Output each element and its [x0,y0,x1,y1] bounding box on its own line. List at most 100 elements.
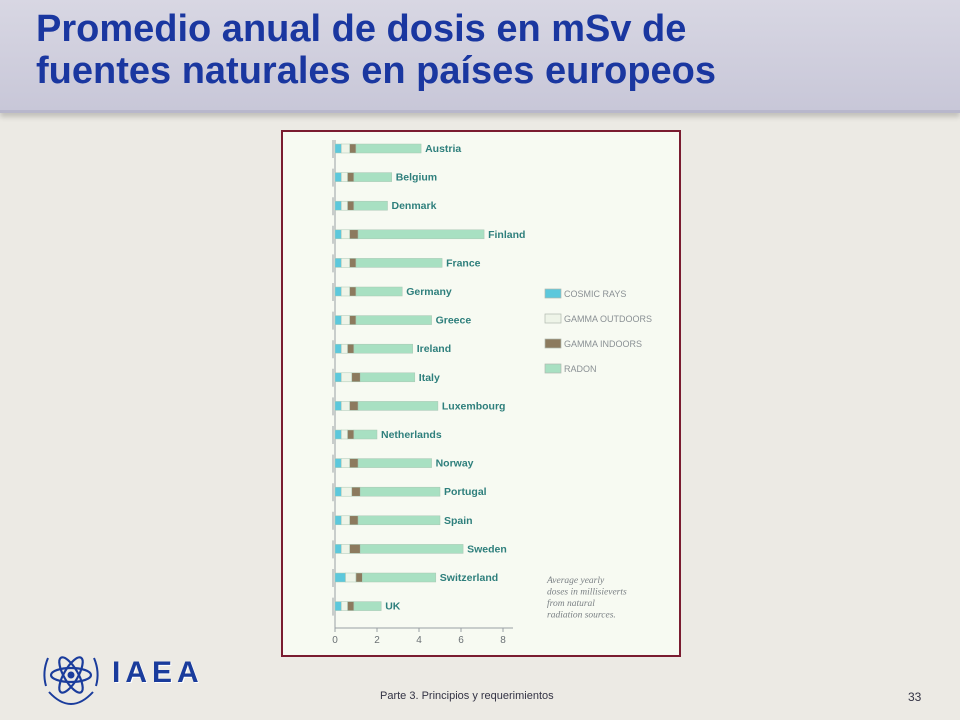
bar-segment [355,143,422,154]
bar-segment [353,343,413,354]
bar-segment [334,486,342,497]
bar-segment [334,372,342,383]
legend-label: GAMMA OUTDOORS [564,314,652,324]
annotation-line: from natural [547,598,595,609]
bar-segment [341,601,348,611]
bar-segment [334,315,342,325]
bar-segment [353,429,378,440]
bar-segment [334,515,342,526]
category-label: France [446,257,481,269]
bar-segment [357,515,441,526]
iaea-atom-icon [43,656,99,706]
category-label: Luxembourg [442,400,506,412]
bar-segment [334,258,342,268]
bar-segment [347,429,355,440]
annotation-line: Average yearly [546,576,605,586]
bar-segment [347,343,355,354]
category-label: Austria [425,143,461,155]
category-label: Netherlands [381,429,442,441]
bar-segment [355,286,403,297]
category-label: Finland [488,229,525,241]
bar-segment [349,544,361,554]
bar-segment [341,544,350,554]
bar-segment [334,229,342,240]
category-label: Germany [406,286,452,298]
footer-text: Parte 3. Principios y requerimientos [380,690,554,702]
category-label: Belgium [396,172,437,184]
category-label: Spain [444,515,473,527]
bar-segment [355,315,432,325]
bar-segment [349,315,357,325]
bar-segment [349,286,357,297]
legend-label: RADON [564,364,597,374]
annotation-line: radiation sources. [547,611,616,621]
bar-segment [341,486,353,497]
category-label: Portugal [444,486,487,498]
bar-segment [351,372,361,383]
title-line-2: fuentes naturales en países europeos [36,50,717,92]
bar-segment [341,286,350,297]
bar-segment [341,229,350,240]
bar-segment [334,343,342,354]
bar-segment [334,172,342,182]
bar-segment [341,458,350,468]
bar-segment [349,258,357,268]
bar-segment [353,601,382,611]
title-line-1: Promedio anual de dosis en mSv de [36,8,687,50]
bar-segment [357,229,485,240]
bar-segment [362,572,437,583]
category-label: Switzerland [440,572,498,584]
category-label: Ireland [417,343,451,355]
bar-segment [341,200,348,211]
bar-segment [334,572,346,583]
bar-segment [349,458,359,468]
bar-segment [334,200,342,211]
annotation-line: doses in millisieverts [547,588,627,598]
bar-segment [357,458,432,468]
slide-title: Promedio anual de dosis en mSv de fuente… [36,8,936,92]
bar-segment [357,401,439,411]
legend-label: GAMMA INDOORS [564,339,642,349]
bar-segment [341,401,350,411]
category-label: UK [385,601,401,613]
bar-segment [341,429,348,440]
bar-segment [353,200,388,211]
category-label: Norway [436,458,474,470]
chart-figure: 0 2 4 6 8 Austria Belgium Denmark Finland France G… [281,130,681,657]
legend-swatch [544,363,562,374]
bar-segment [349,515,359,526]
bar-segment [359,372,416,383]
bar-segment [341,343,348,354]
bar-segment [334,143,342,154]
bar-segment [341,143,350,154]
legend-label: COSMIC RAYS [564,289,626,299]
bar-segment [353,172,392,182]
bar-segment [347,172,355,182]
legend-swatch [544,338,562,349]
bar-segment [359,544,464,554]
bar-segment [349,401,359,411]
x-tick-label: 4 [416,635,422,646]
bar-segment [334,401,342,411]
x-tick-label: 0 [332,635,338,646]
legend-swatch [544,313,562,324]
bar-segment [334,286,342,297]
x-tick-label: 2 [374,635,380,646]
bar-segment [341,172,348,182]
x-tick-label: 8 [500,635,506,646]
category-label: Italy [419,372,440,384]
x-tick-label: 6 [458,635,464,646]
bar-segment [341,372,353,383]
bar-segment [347,601,355,611]
bar-segment [355,258,443,268]
bar-segment [345,572,357,583]
bar-segment [334,429,342,440]
bar-segment [341,515,350,526]
category-label: Denmark [392,200,437,212]
bar-segment [334,601,342,611]
bar-segment [334,458,342,468]
iaea-logo-text: IAEA [112,656,204,689]
bar-segment [341,258,350,268]
bar-segment [341,315,350,325]
bar-segment [349,229,359,240]
